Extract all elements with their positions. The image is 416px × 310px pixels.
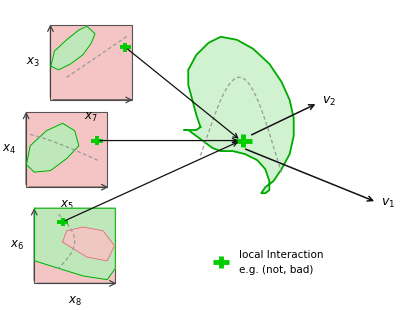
Text: $x_6$: $x_6$: [10, 239, 24, 252]
Text: e.g. (not, bad): e.g. (not, bad): [239, 265, 313, 275]
Polygon shape: [184, 37, 294, 193]
Polygon shape: [62, 227, 114, 261]
Polygon shape: [27, 123, 79, 172]
Bar: [34, 208, 115, 283]
Bar: [26, 112, 107, 187]
Polygon shape: [51, 26, 95, 70]
Text: $x_5$: $x_5$: [60, 199, 74, 212]
Text: $x_4$: $x_4$: [2, 143, 16, 156]
Text: $x_8$: $x_8$: [68, 295, 82, 308]
Text: $x_7$: $x_7$: [84, 111, 98, 125]
Text: local Interaction: local Interaction: [239, 250, 324, 260]
Polygon shape: [35, 208, 115, 280]
Text: $v_1$: $v_1$: [381, 197, 395, 210]
Text: $v_2$: $v_2$: [322, 95, 336, 108]
Text: $x_3$: $x_3$: [27, 56, 40, 69]
Bar: [50, 25, 131, 100]
